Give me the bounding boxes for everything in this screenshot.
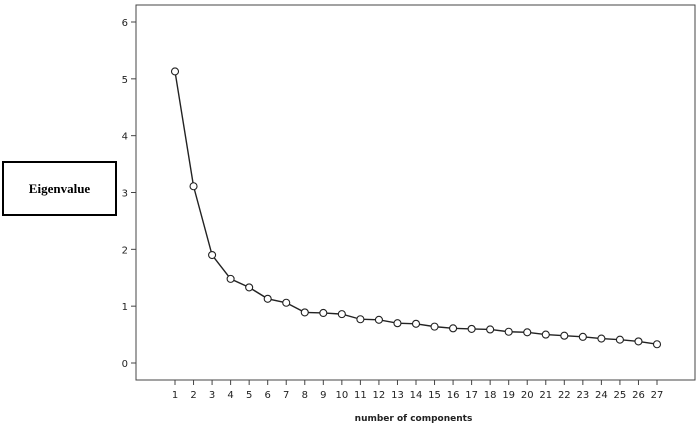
y-tick-label: 3 [122,189,128,200]
x-tick-label: 14 [410,390,423,401]
y-axis-label: Eigenvalue [28,180,91,196]
x-tick-label: 15 [428,390,441,401]
data-point [300,308,309,317]
y-tick-label: 1 [122,302,128,313]
data-point [541,330,550,339]
x-tick-label: 16 [447,390,460,401]
x-tick-label: 4 [227,390,233,401]
x-tick-label: 19 [502,390,515,401]
data-point [504,327,513,336]
x-tick-label: 11 [354,390,367,401]
data-point [263,294,272,303]
data-point [393,319,402,328]
x-tick-label: 25 [614,390,627,401]
data-point [560,331,569,340]
x-tick-label: 20 [521,390,534,401]
data-point [282,298,291,307]
x-axis-label: number of components [355,414,473,424]
y-tick-label: 2 [122,245,128,256]
x-tick-label: 21 [539,390,552,401]
data-point [634,337,643,346]
data-point [356,315,365,324]
y-tick-label: 5 [122,75,128,86]
data-point [374,315,383,324]
x-tick-label: 10 [335,390,348,401]
y-tick-label: 0 [122,359,128,370]
x-tick-label: 17 [465,390,478,401]
data-point [467,324,476,333]
data-point [486,325,495,334]
x-tick-label: 13 [391,390,404,401]
data-point [523,328,532,337]
data-point [430,322,439,331]
data-point [615,335,624,344]
x-tick-label: 8 [302,390,308,401]
data-point [337,310,346,319]
data-point [170,67,180,76]
x-tick-label: 1 [172,390,178,401]
x-tick-label: 27 [651,390,664,401]
x-tick-label: 3 [209,390,215,401]
x-tick-label: 23 [576,390,589,401]
y-tick-label: 4 [122,132,128,143]
x-tick-label: 24 [595,390,608,401]
data-point [208,250,217,260]
x-tick-label: 22 [558,390,571,401]
data-point [652,340,662,349]
data-point [578,332,587,341]
series-line [174,71,658,345]
data-point [189,182,198,191]
x-tick-label: 9 [320,390,326,401]
x-tick-label: 7 [283,390,289,401]
x-tick-label: 18 [484,390,497,401]
data-point [411,319,421,328]
y-tick-label: 6 [122,18,128,29]
x-tick-label: 2 [190,390,196,401]
x-tick-label: 6 [265,390,271,401]
x-tick-label: 5 [246,390,252,401]
x-tick-label: 26 [632,390,645,401]
data-point [226,274,235,283]
y-axis-label-box: Eigenvalue [2,161,117,216]
x-tick-label: 12 [373,390,386,401]
data-point [245,283,254,292]
data-point [449,324,458,333]
data-point [597,334,606,343]
data-point [319,308,328,318]
